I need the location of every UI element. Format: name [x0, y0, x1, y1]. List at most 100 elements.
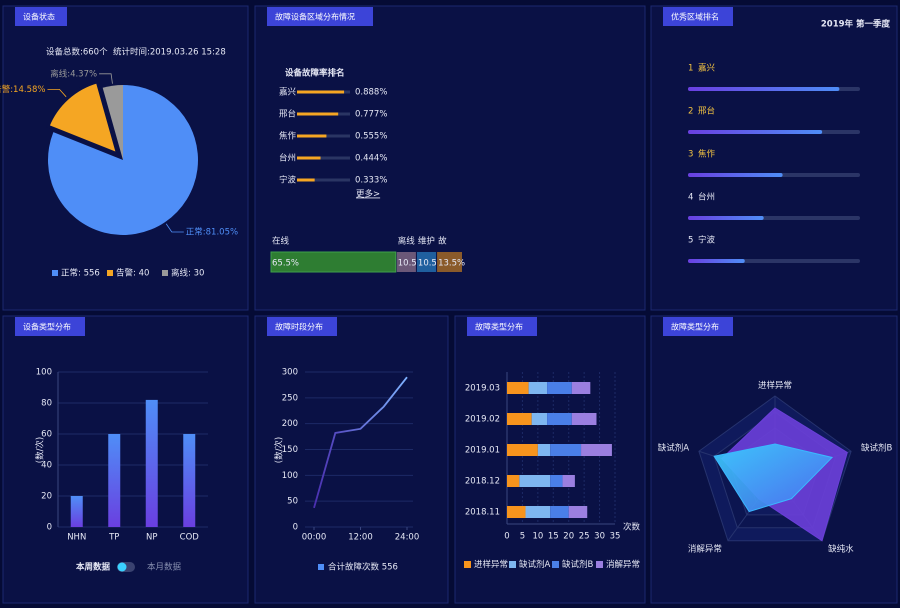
share-value: 10.5%: [398, 259, 425, 269]
bar-segment: [525, 506, 551, 518]
panel-title-badge: [267, 317, 337, 336]
bar: [145, 399, 158, 527]
y-tick-label: 200: [282, 419, 298, 429]
rank-number: 4: [688, 193, 693, 203]
panel-title: 设备类型分布: [23, 322, 71, 332]
legend-swatch: [162, 270, 168, 276]
bar-segment: [568, 506, 588, 518]
share-segment: [416, 252, 437, 272]
x-tick-label: 20: [563, 532, 574, 542]
panel-title-badge: [663, 7, 733, 26]
toggle-label[interactable]: 本周数据: [76, 562, 111, 573]
bar-segment: [562, 475, 575, 487]
region-name: 宁波: [698, 235, 716, 246]
legend-swatch: [52, 270, 58, 276]
x-tick-label: NP: [146, 533, 157, 543]
rank-value: 0.444%: [355, 154, 387, 164]
y-tick-label: 20: [41, 492, 52, 502]
progress-bar: [688, 130, 823, 134]
panel-title-badge: [467, 317, 537, 336]
annotation: 设备总数:660个: [46, 47, 108, 58]
legend-swatch: [552, 561, 559, 568]
y-tick-label: 60: [41, 430, 52, 440]
y-tick-label: 40: [41, 461, 52, 471]
y-tick-label: 300: [282, 368, 298, 378]
share-value: 65.5%: [272, 259, 299, 269]
bar-segment: [571, 413, 597, 425]
legend-label: 告警: 40: [116, 268, 149, 279]
x-tick-label: 00:00: [302, 533, 327, 543]
legend-swatch: [509, 561, 516, 568]
bar-segment: [507, 475, 520, 487]
bar: [183, 434, 196, 527]
x-tick-label: 0: [504, 532, 509, 542]
y-tick-label: 100: [282, 471, 298, 481]
bar-segment: [507, 413, 532, 425]
region-name: 台州: [279, 153, 296, 164]
pie-slice: [46, 80, 120, 157]
radar-indicator: 缺纯水: [828, 544, 854, 555]
panel-title-badge: [663, 317, 733, 336]
y-tick-label: 150: [282, 445, 298, 455]
share-category: 在线: [272, 236, 290, 247]
bar: [70, 496, 83, 527]
toggle-knob[interactable]: [117, 562, 127, 572]
progress-bar: [688, 259, 745, 263]
x-tick-label: 15: [548, 532, 559, 542]
x-tick-label: 12:00: [348, 533, 373, 543]
bar-segment: [547, 382, 572, 394]
toggle-label[interactable]: 本月数据: [147, 562, 182, 573]
region-name: 宁波: [279, 175, 297, 186]
panel-title: 故障类型分布: [475, 322, 523, 332]
bar-segment: [531, 413, 548, 425]
panel-title-badge: [267, 7, 373, 26]
panel: [454, 315, 646, 604]
panel-title: 设备状态: [23, 12, 55, 22]
share-category: 故: [438, 236, 447, 247]
radar-indicator: 进样异常: [758, 380, 792, 391]
bar-segment: [550, 475, 563, 487]
more-link[interactable]: 更多>: [356, 189, 380, 200]
radar-indicator: 缺试剂A: [658, 443, 690, 454]
subtitle: 2019年 第一季度: [821, 19, 891, 30]
legend-label: 离线: 30: [171, 268, 204, 279]
radar-indicator: 缺试剂B: [861, 443, 893, 454]
legend-label: 正常: 556: [61, 268, 100, 279]
y-tick-label: 250: [282, 393, 298, 403]
x-tick-label: TP: [108, 533, 119, 543]
legend-swatch: [318, 564, 324, 570]
share-segment: [396, 252, 416, 272]
panel-title-badge: [15, 7, 67, 26]
y-tick-label: 100: [36, 368, 52, 378]
share-value: 10.5%: [418, 259, 445, 269]
progress-bar: [688, 173, 783, 177]
line-series: [313, 376, 408, 509]
rank-number: 5: [688, 236, 693, 246]
x-tick-label: 25: [579, 532, 590, 542]
region-name: 嘉兴: [698, 63, 716, 74]
bar-segment: [519, 475, 551, 487]
bar: [108, 434, 121, 527]
pie-slice: [102, 85, 123, 160]
radar-area: [713, 443, 834, 513]
rank-number: 3: [688, 150, 693, 160]
y-tick-label: 2019.03: [465, 384, 500, 394]
bar-segment: [550, 444, 582, 456]
legend-label: 合计故障次数 556: [328, 562, 398, 573]
panel: [2, 315, 249, 604]
bar-segment: [528, 382, 548, 394]
y-axis-label: (数/次): [35, 437, 46, 464]
share-value: 13.5%: [438, 259, 465, 269]
panel-title: 故障类型分布: [671, 322, 719, 332]
bar-segment: [581, 444, 612, 456]
x-tick-label: 5: [520, 532, 525, 542]
x-tick-label: NHN: [67, 533, 86, 543]
slice-label: 告警:14.58%: [0, 84, 45, 95]
subtitle: 设备故障率排名: [285, 68, 345, 79]
y-tick-label: 2019.02: [465, 415, 500, 425]
y-tick-label: 2018.11: [465, 508, 500, 518]
bar-segment: [547, 413, 572, 425]
region-name: 焦作: [698, 149, 716, 160]
panel: [254, 315, 449, 604]
